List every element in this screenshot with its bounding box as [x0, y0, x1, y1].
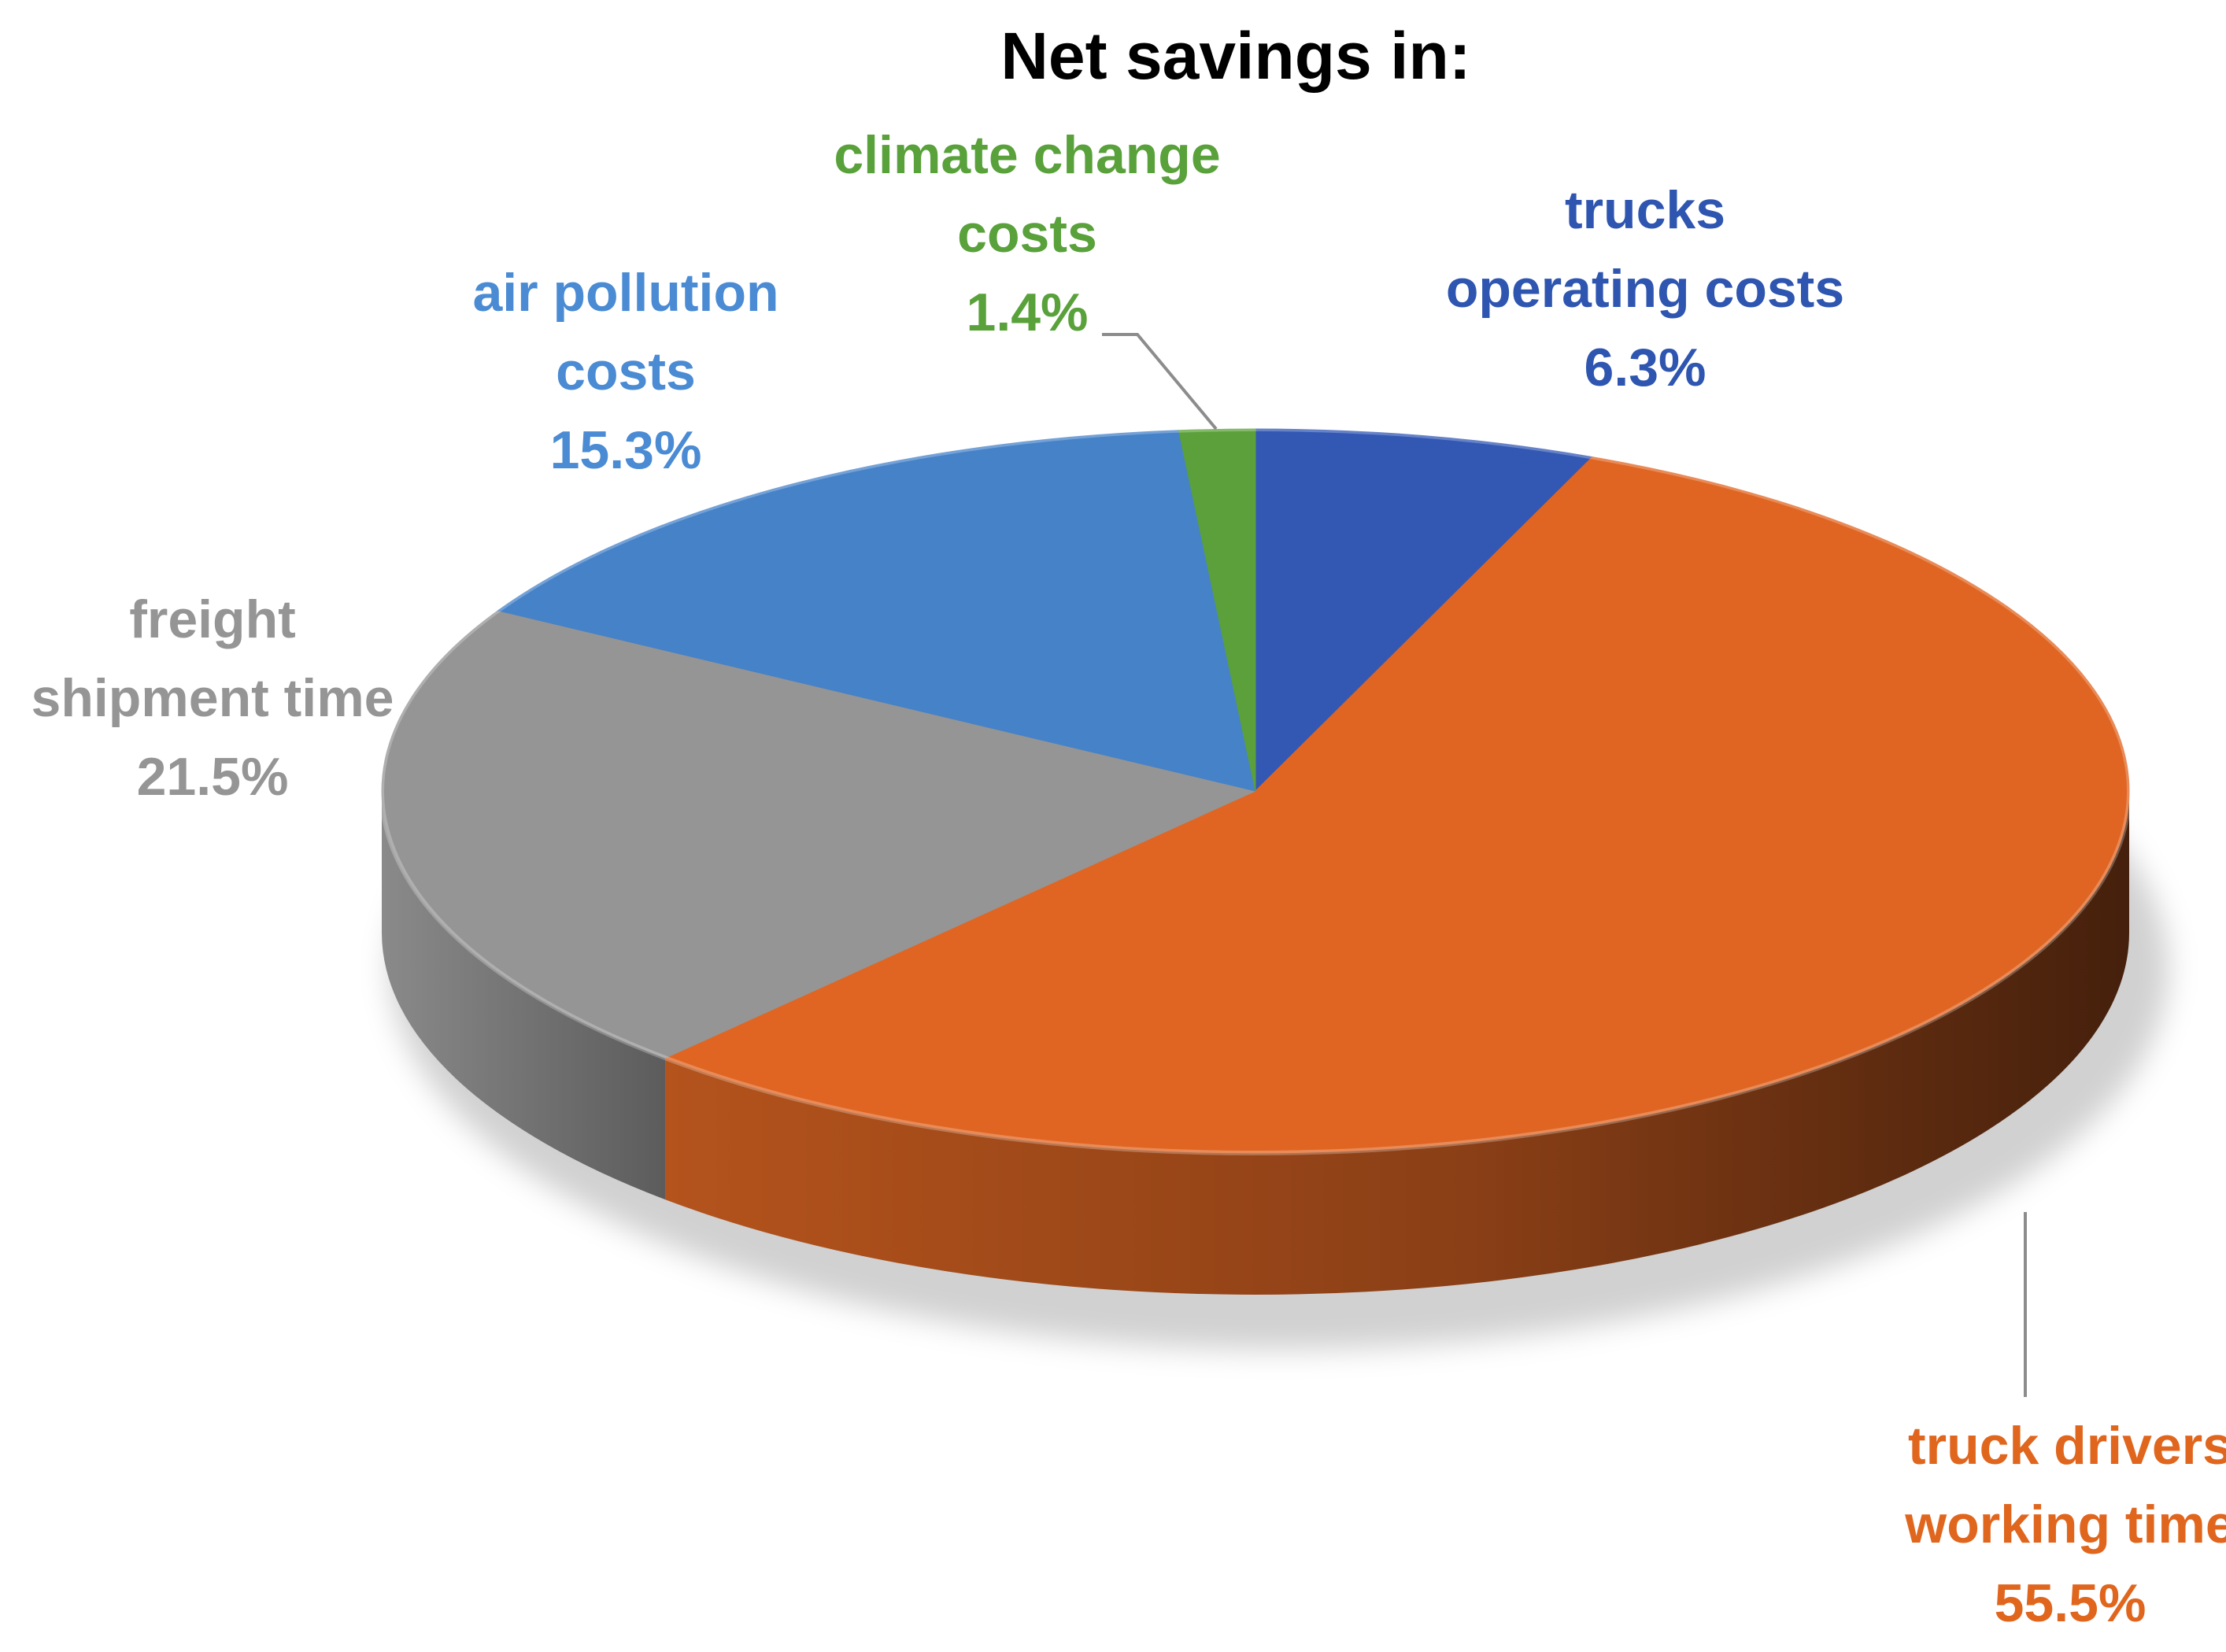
pie-rim [379, 427, 2132, 1155]
data-label-2: freight shipment time 21.5% [31, 589, 394, 807]
data-label-line: air pollution [472, 263, 778, 323]
data-label-line: truck drivers [1908, 1416, 2226, 1476]
data-label-0: trucks operating costs 6.3% [1446, 180, 1844, 397]
pie-slice-1 [664, 456, 2130, 1154]
pie-slices [379, 427, 2132, 1155]
leader-lines [1102, 333, 2027, 1397]
data-label-line: operating costs [1446, 259, 1844, 319]
data-label-value: 55.5% [1995, 1573, 2146, 1633]
data-label-line: freight [129, 589, 296, 649]
data-label-value: 6.3% [1584, 338, 1706, 397]
data-label-1: truck drivers working time 55.5% [1904, 1416, 2226, 1633]
pie-slice-2 [381, 610, 1257, 1059]
data-label-line: climate change [834, 125, 1220, 185]
data-label-line: shipment time [31, 668, 394, 728]
data-labels: trucks operating costs 6.3% truck drivers wo… [31, 125, 2226, 1633]
data-label-value: 1.4% [967, 283, 1089, 342]
leader-line-climate [1102, 333, 1218, 431]
data-label-line: costs [556, 342, 696, 401]
pie-side-1 [665, 791, 2129, 1295]
pie-slice-0 [1255, 428, 1594, 793]
data-label-value: 21.5% [137, 747, 289, 807]
chart-title: Net savings in: [1000, 19, 1470, 93]
data-label-4: climate change costs 1.4% [834, 125, 1220, 342]
data-label-3: air pollution costs 15.3% [472, 263, 778, 480]
pie-side-2 [381, 791, 666, 1200]
data-label-line: trucks [1565, 180, 1725, 240]
pie-slice-4 [1178, 428, 1256, 792]
data-label-value: 15.3% [550, 420, 702, 480]
pie-slice-3 [497, 430, 1256, 792]
pie-sides [381, 791, 2129, 1295]
data-label-line: costs [957, 204, 1097, 264]
data-label-line: working time [1904, 1495, 2226, 1554]
